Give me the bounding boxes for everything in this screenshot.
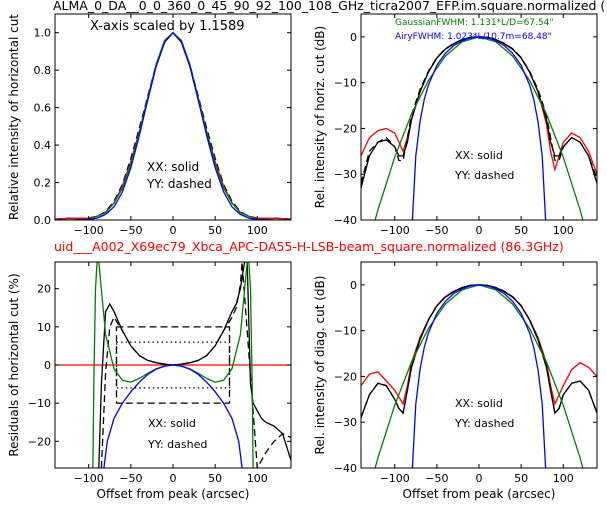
- chart-horizontal-cut: −100 −50 0 50 100 0.0 0.2 0.4 0.6 0.8 1.0 Relative …: [7, 13, 292, 237]
- x-tick-label: −100: [380, 472, 410, 485]
- x-tick-label: −100: [380, 224, 410, 237]
- x-tick-label: 100: [247, 472, 268, 485]
- panels: −100 −50 0 50 1000.00.20.40.60.81.0Relative …: [7, 13, 598, 501]
- x-tick-label: 50: [208, 472, 222, 485]
- annotation-2: XX: solid: [147, 160, 199, 174]
- y-tick-label: −40: [334, 462, 357, 475]
- y-tick-label: 10: [37, 321, 51, 334]
- y-tick-label: −20: [334, 122, 357, 135]
- x-tick-label: 0: [170, 472, 177, 485]
- y-tick-label: 1.0: [34, 27, 52, 40]
- series-line-3: [55, 31, 291, 220]
- annotation-2: YY: dashed: [147, 438, 207, 451]
- series-line-7: [103, 364, 243, 468]
- y-tick-label: −10: [334, 77, 357, 90]
- annotation-2: AiryFWHM: 1.023*L/10.7m=68.48": [395, 32, 552, 42]
- x-tick-label: −100: [74, 224, 104, 237]
- annotation-1: XX: solid: [455, 397, 503, 410]
- series-line-2: [361, 36, 597, 189]
- y-tick-label: −30: [334, 416, 357, 429]
- y-tick-label: −20: [334, 370, 357, 383]
- series-line-5: [115, 341, 231, 389]
- y-tick-label: −30: [334, 168, 357, 181]
- x-tick-label: 100: [247, 224, 268, 237]
- annotation-1: GaussianFWHM: 1.131*L/D=67.54": [395, 18, 553, 28]
- y-tick-label: −40: [334, 214, 357, 227]
- y-tick-label: 0.4: [34, 139, 52, 152]
- x-tick-label: −50: [425, 472, 448, 485]
- y-tick-label: 20: [37, 283, 51, 296]
- x-tick-label: 100: [553, 224, 574, 237]
- x-tick-label: −100: [74, 472, 104, 485]
- x-tick-label: −50: [119, 224, 142, 237]
- y-tick-label: 0.0: [34, 214, 52, 227]
- y-tick-label: −10: [28, 397, 51, 410]
- y-tick-label: −10: [334, 325, 357, 338]
- plot-frame: [360, 261, 598, 469]
- x-tick-label: 0: [170, 224, 177, 237]
- y-tick-label: 0: [44, 359, 51, 372]
- x-tick-label: −50: [119, 472, 142, 485]
- y-tick-label: 0.6: [34, 102, 52, 115]
- annotation-3: YY: dashed: [146, 177, 212, 191]
- plot-frame: [360, 13, 598, 221]
- figure-title-top: ALMA_0_DA__0_0_360_0_45_90_92_100_108_GH…: [53, 0, 605, 13]
- series-line-5: [411, 284, 547, 468]
- x-tick-label: 100: [553, 472, 574, 485]
- x-tick-label: 0: [476, 224, 483, 237]
- series-line-1: [55, 31, 291, 220]
- series-line-3: [100, 262, 291, 468]
- y-axis-label: Relative intensity of horizontal cut: [7, 14, 21, 220]
- y-tick-label: 0.2: [34, 177, 52, 190]
- x-tick-label: 50: [514, 224, 528, 237]
- y-axis-label: Residuals of horizontal cut (%): [7, 273, 21, 456]
- series-line-1: [361, 284, 597, 406]
- y-axis-label: Rel. intensity of horiz. cut (dB): [313, 26, 327, 208]
- y-axis-label: Rel. intensity of diag. cut (dB): [313, 276, 327, 455]
- y-tick-label: 0: [350, 279, 357, 292]
- x-tick-label: 50: [208, 224, 222, 237]
- annotation-1: XX: solid: [148, 417, 196, 430]
- series-line-5: [55, 31, 291, 220]
- annotation-1: X-axis scaled by 1.1589: [90, 19, 245, 34]
- y-tick-label: 0.8: [34, 64, 52, 77]
- y-tick-label: −20: [28, 435, 51, 448]
- figure-title-middle: uid___A002_X69ec79_Xbca_APC-DA55-H-LSB-b…: [54, 239, 564, 254]
- series-line-5: [411, 36, 547, 220]
- annotation-2: YY: dashed: [454, 417, 514, 430]
- annotation-4: YY: dashed: [454, 169, 514, 182]
- series-line-4: [55, 31, 291, 220]
- x-tick-label: 0: [476, 472, 483, 485]
- x-tick-label: −50: [425, 224, 448, 237]
- series-line-2: [55, 31, 291, 220]
- y-tick-label: 0: [350, 31, 357, 44]
- series-line-4: [115, 326, 231, 404]
- x-axis-label: Offset from peak (arcsec): [97, 487, 250, 501]
- x-tick-label: 50: [514, 472, 528, 485]
- annotation-3: XX: solid: [455, 149, 503, 162]
- x-axis-label: Offset from peak (arcsec): [403, 487, 556, 501]
